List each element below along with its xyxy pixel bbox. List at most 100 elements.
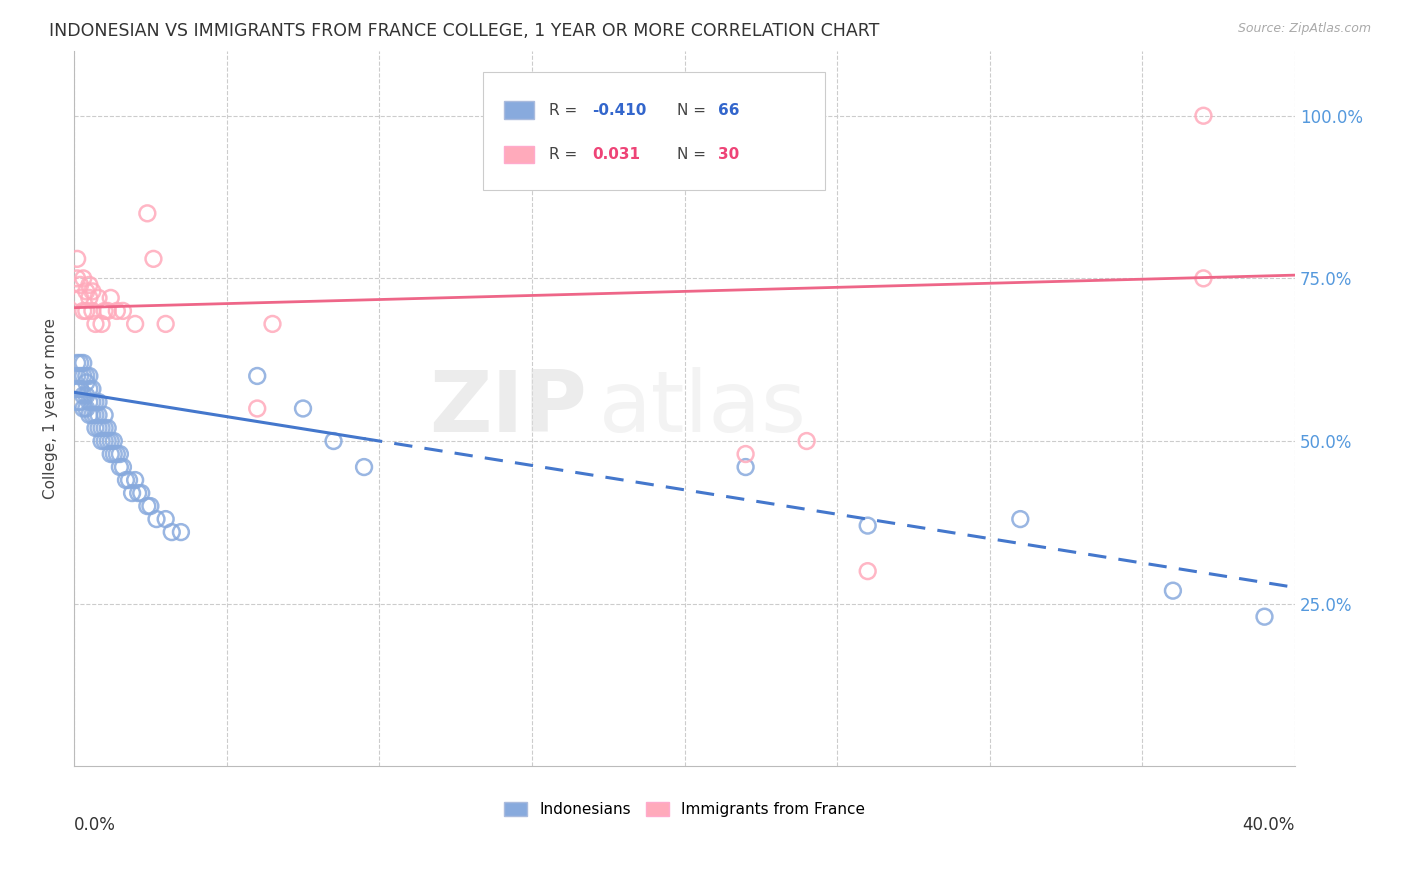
Point — [82, 395, 104, 409]
Point — [69, 382, 91, 396]
Point — [69, 395, 91, 409]
Text: 30: 30 — [717, 147, 738, 162]
Point — [87, 395, 110, 409]
Point — [69, 277, 91, 292]
Point — [66, 271, 89, 285]
Text: N =: N = — [678, 103, 711, 118]
Point — [69, 356, 91, 370]
Point — [856, 518, 879, 533]
Point — [84, 395, 107, 409]
FancyBboxPatch shape — [484, 72, 825, 190]
Point — [145, 512, 167, 526]
Point — [100, 434, 122, 448]
Point — [75, 304, 97, 318]
Point — [72, 401, 94, 416]
Point — [75, 388, 97, 402]
Point — [79, 277, 101, 292]
Point — [69, 368, 91, 383]
Point — [75, 368, 97, 383]
Point — [111, 460, 134, 475]
Point — [82, 408, 104, 422]
Point — [75, 401, 97, 416]
Text: atlas: atlas — [599, 367, 807, 450]
Point — [66, 382, 89, 396]
Point — [75, 376, 97, 390]
Text: INDONESIAN VS IMMIGRANTS FROM FRANCE COLLEGE, 1 YEAR OR MORE CORRELATION CHART: INDONESIAN VS IMMIGRANTS FROM FRANCE COL… — [49, 22, 880, 40]
Point — [66, 252, 89, 266]
Point — [105, 304, 128, 318]
Point — [734, 447, 756, 461]
Point — [87, 421, 110, 435]
Point — [100, 447, 122, 461]
Point — [136, 206, 159, 220]
Text: R =: R = — [548, 147, 588, 162]
Point — [72, 304, 94, 318]
Bar — [503, 101, 534, 119]
Point — [136, 499, 159, 513]
Text: ZIP: ZIP — [429, 367, 586, 450]
Point — [170, 525, 193, 540]
Point — [160, 525, 183, 540]
Text: -0.410: -0.410 — [592, 103, 647, 118]
Legend: Indonesians, Immigrants from France: Indonesians, Immigrants from France — [498, 796, 872, 823]
Point — [72, 388, 94, 402]
Point — [121, 486, 143, 500]
Point — [97, 434, 120, 448]
Point — [93, 421, 115, 435]
Point — [79, 382, 101, 396]
Point — [97, 421, 120, 435]
Point — [139, 499, 162, 513]
Point — [90, 421, 112, 435]
Point — [246, 401, 269, 416]
Point — [856, 564, 879, 578]
Text: 40.0%: 40.0% — [1243, 816, 1295, 834]
Point — [111, 304, 134, 318]
Point — [97, 304, 120, 318]
Point — [1253, 609, 1275, 624]
Point — [262, 317, 284, 331]
Text: N =: N = — [678, 147, 711, 162]
Text: 0.031: 0.031 — [592, 147, 640, 162]
Point — [90, 434, 112, 448]
Point — [69, 291, 91, 305]
Point — [82, 382, 104, 396]
Point — [100, 291, 122, 305]
Point — [118, 473, 141, 487]
Point — [108, 460, 131, 475]
Point — [292, 401, 315, 416]
Text: 0.0%: 0.0% — [75, 816, 115, 834]
Point — [796, 434, 818, 448]
Point — [87, 291, 110, 305]
Point — [124, 317, 146, 331]
Point — [353, 460, 375, 475]
Text: Source: ZipAtlas.com: Source: ZipAtlas.com — [1237, 22, 1371, 36]
Point — [72, 356, 94, 370]
Point — [79, 395, 101, 409]
Point — [246, 368, 269, 383]
Bar — [503, 145, 534, 163]
Point — [734, 460, 756, 475]
Point — [69, 382, 91, 396]
Point — [322, 434, 344, 448]
Point — [66, 356, 89, 370]
Point — [103, 447, 125, 461]
Point — [72, 368, 94, 383]
Point — [103, 434, 125, 448]
Point — [142, 252, 165, 266]
Point — [115, 473, 138, 487]
Point — [84, 317, 107, 331]
Point — [93, 434, 115, 448]
Point — [79, 368, 101, 383]
Point — [155, 317, 177, 331]
Point — [155, 512, 177, 526]
Point — [75, 285, 97, 299]
Point — [79, 408, 101, 422]
Point — [84, 421, 107, 435]
Point — [93, 408, 115, 422]
Point — [1010, 512, 1032, 526]
Point — [127, 486, 149, 500]
Point — [105, 447, 128, 461]
Point — [82, 304, 104, 318]
Point — [1161, 583, 1184, 598]
Point — [108, 447, 131, 461]
